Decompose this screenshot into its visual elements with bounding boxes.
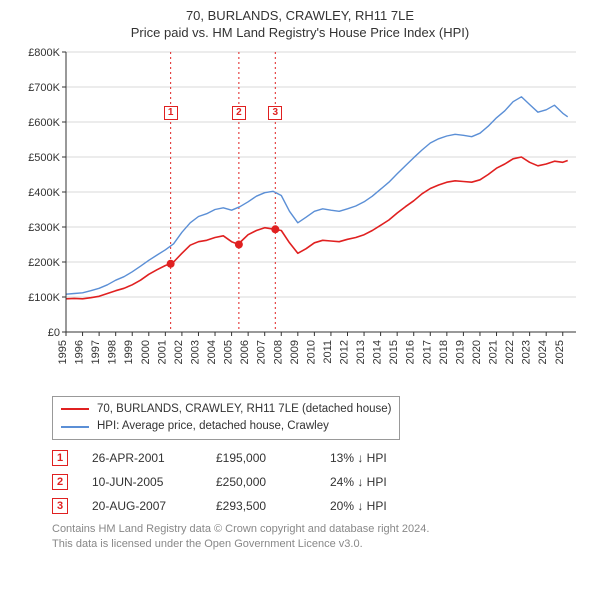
- svg-text:2019: 2019: [454, 340, 466, 364]
- svg-text:1996: 1996: [74, 340, 86, 364]
- chart-title-line2: Price paid vs. HM Land Registry's House …: [16, 25, 584, 42]
- legend: 70, BURLANDS, CRAWLEY, RH11 7LE (detache…: [52, 396, 400, 441]
- transaction-price: £195,000: [216, 451, 306, 465]
- svg-text:2013: 2013: [355, 340, 367, 364]
- svg-text:2020: 2020: [471, 340, 483, 364]
- svg-text:2000: 2000: [140, 340, 152, 364]
- svg-text:2014: 2014: [372, 340, 384, 364]
- svg-text:2016: 2016: [405, 340, 417, 364]
- svg-text:£0: £0: [48, 327, 60, 339]
- transaction-row: 1 26-APR-2001 £195,000 13% ↓ HPI: [52, 450, 576, 466]
- svg-text:1995: 1995: [57, 340, 69, 364]
- svg-text:2009: 2009: [289, 340, 301, 364]
- svg-text:£200K: £200K: [28, 257, 60, 269]
- transaction-marker: 1: [52, 450, 68, 466]
- footnote: Contains HM Land Registry data © Crown c…: [52, 522, 576, 552]
- svg-text:2001: 2001: [156, 340, 168, 364]
- transaction-price: £293,500: [216, 499, 306, 513]
- svg-text:2018: 2018: [438, 340, 450, 364]
- transaction-diff: 13% ↓ HPI: [330, 451, 420, 465]
- legend-item: HPI: Average price, detached house, Craw…: [61, 418, 391, 435]
- svg-text:2025: 2025: [554, 340, 566, 364]
- svg-text:2022: 2022: [504, 340, 516, 364]
- svg-text:2012: 2012: [338, 340, 350, 364]
- svg-text:£300K: £300K: [28, 222, 60, 234]
- legend-swatch: [61, 426, 89, 428]
- chart-svg: £0 £100K £200K £300K £400K £500K £600K £700K £80…: [20, 48, 580, 388]
- chart-sale-marker: 1: [164, 106, 178, 120]
- svg-text:2021: 2021: [488, 340, 500, 364]
- transaction-row: 3 20-AUG-2007 £293,500 20% ↓ HPI: [52, 498, 576, 514]
- chart-sale-marker: 2: [232, 106, 246, 120]
- legend-swatch: [61, 408, 89, 410]
- svg-text:2015: 2015: [388, 340, 400, 364]
- chart-area: £0 £100K £200K £300K £400K £500K £600K £700K £80…: [20, 48, 580, 388]
- svg-text:1998: 1998: [107, 340, 119, 364]
- svg-text:2017: 2017: [421, 340, 433, 364]
- svg-text:£600K: £600K: [28, 117, 60, 129]
- chart-title-line1: 70, BURLANDS, CRAWLEY, RH11 7LE: [16, 8, 584, 25]
- svg-text:2007: 2007: [256, 340, 268, 364]
- transaction-row: 2 10-JUN-2005 £250,000 24% ↓ HPI: [52, 474, 576, 490]
- transaction-date: 26-APR-2001: [92, 451, 192, 465]
- svg-text:£500K: £500K: [28, 152, 60, 164]
- chart-sale-marker: 3: [268, 106, 282, 120]
- svg-text:2004: 2004: [206, 340, 218, 364]
- chart-container: 70, BURLANDS, CRAWLEY, RH11 7LE Price pa…: [0, 0, 600, 590]
- svg-text:1997: 1997: [90, 340, 102, 364]
- transaction-diff: 24% ↓ HPI: [330, 475, 420, 489]
- svg-text:2002: 2002: [173, 340, 185, 364]
- footnote-line2: This data is licensed under the Open Gov…: [52, 537, 576, 552]
- svg-text:2008: 2008: [272, 340, 284, 364]
- footnote-line1: Contains HM Land Registry data © Crown c…: [52, 522, 576, 537]
- transaction-marker: 2: [52, 474, 68, 490]
- svg-text:£100K: £100K: [28, 292, 60, 304]
- transaction-diff: 20% ↓ HPI: [330, 499, 420, 513]
- transactions-table: 1 26-APR-2001 £195,000 13% ↓ HPI 2 10-JUN-200…: [52, 450, 576, 514]
- legend-label: HPI: Average price, detached house, Craw…: [97, 418, 329, 435]
- svg-text:2003: 2003: [189, 340, 201, 364]
- svg-text:2005: 2005: [223, 340, 235, 364]
- svg-text:2023: 2023: [521, 340, 533, 364]
- transaction-marker: 3: [52, 498, 68, 514]
- svg-text:1999: 1999: [123, 340, 135, 364]
- svg-text:£800K: £800K: [28, 48, 60, 59]
- transaction-price: £250,000: [216, 475, 306, 489]
- legend-label: 70, BURLANDS, CRAWLEY, RH11 7LE (detache…: [97, 401, 391, 418]
- svg-text:2024: 2024: [537, 340, 549, 364]
- svg-text:£700K: £700K: [28, 82, 60, 94]
- transaction-date: 10-JUN-2005: [92, 475, 192, 489]
- svg-text:2006: 2006: [239, 340, 251, 364]
- svg-text:£400K: £400K: [28, 187, 60, 199]
- transaction-date: 20-AUG-2007: [92, 499, 192, 513]
- svg-text:2011: 2011: [322, 340, 334, 364]
- svg-text:2010: 2010: [305, 340, 317, 364]
- legend-item: 70, BURLANDS, CRAWLEY, RH11 7LE (detache…: [61, 401, 391, 418]
